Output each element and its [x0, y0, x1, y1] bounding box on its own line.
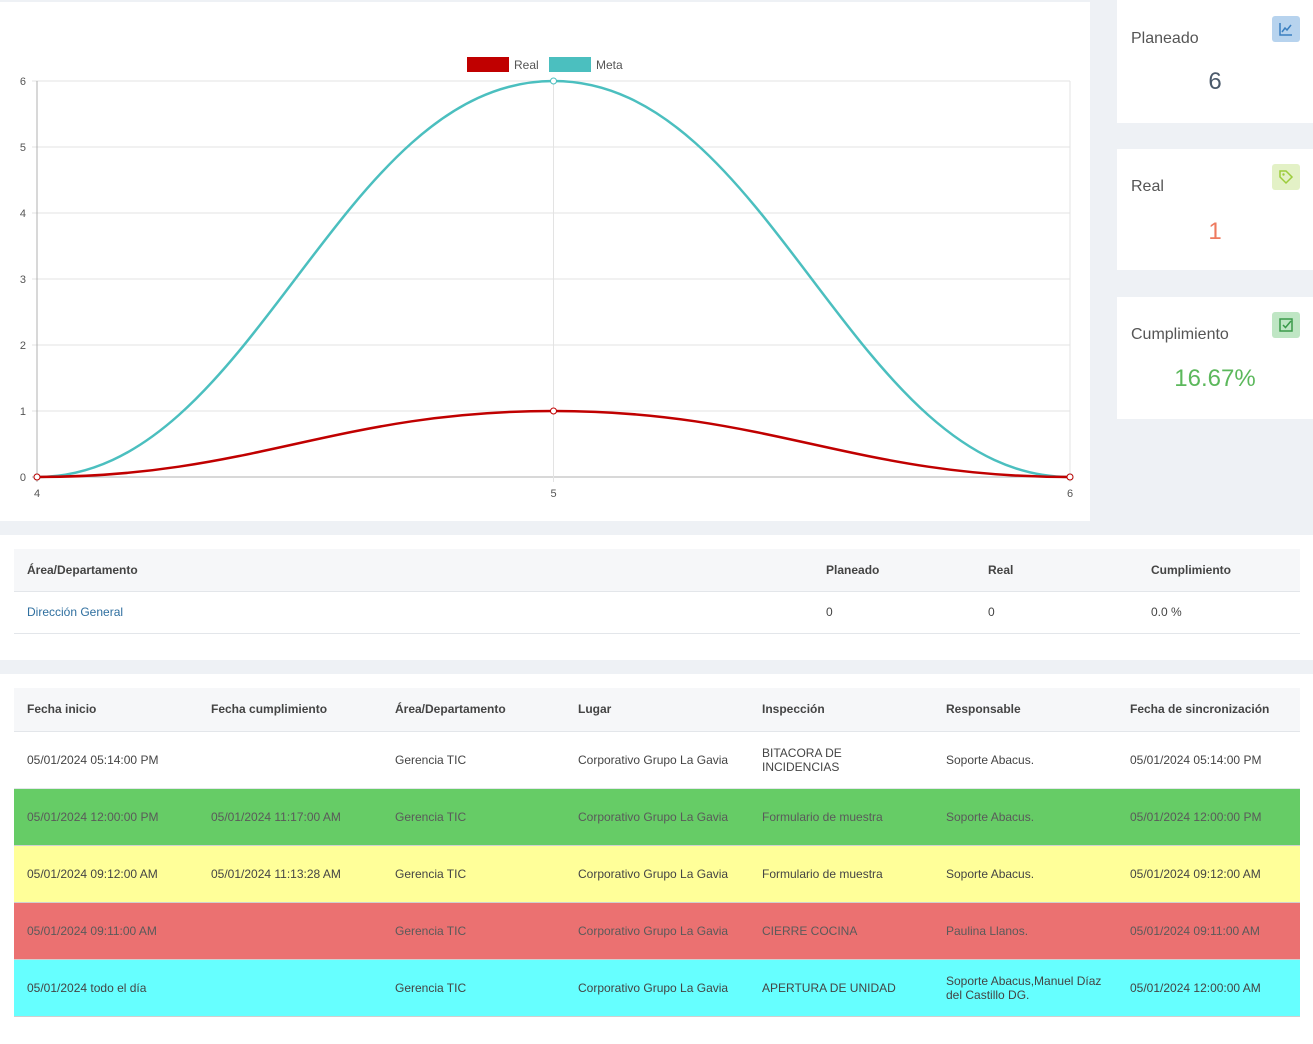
table-cell: Corporativo Grupo La Gavia — [565, 788, 749, 846]
table-cell: Gerencia TIC — [382, 902, 565, 960]
table-row[interactable]: 05/01/2024 05:14:00 PM Gerencia TIC Corp… — [14, 731, 1300, 789]
table-cell: Paulina Llanos. — [933, 902, 1117, 960]
header-start-date[interactable]: Fecha inicio — [14, 688, 198, 732]
y-tick-label: 2 — [20, 340, 26, 352]
table-cell: 05/01/2024 05:14:00 PM — [14, 731, 198, 789]
table-cell: Formulario de muestra — [749, 845, 933, 903]
table-cell: 05/01/2024 todo el día — [14, 959, 198, 1017]
chart-series — [33, 77, 1074, 481]
table-cell: CIERRE COCINA — [749, 902, 933, 960]
table-cell: Gerencia TIC — [382, 788, 565, 846]
chart-grid — [32, 80, 1071, 482]
y-tick-label: 4 — [20, 208, 26, 220]
legend-swatch-real — [467, 57, 509, 72]
table-cell: 05/01/2024 11:13:28 AM — [198, 845, 382, 903]
stat-card-planned: Planeado 6 — [1117, 0, 1313, 123]
table-cell: 05/01/2024 09:11:00 AM — [1117, 902, 1300, 960]
y-tick-label: 3 — [20, 274, 26, 286]
header-place[interactable]: Lugar — [565, 688, 749, 732]
table-cell: Formulario de muestra — [749, 788, 933, 846]
summary-header-area[interactable]: Área/Departamento — [14, 549, 813, 592]
table-cell: 05/01/2024 11:17:00 AM — [198, 788, 382, 846]
area-link[interactable]: Dirección General — [14, 591, 813, 634]
inspections-header-row: Fecha inicio Fecha cumplimiento Área/Dep… — [14, 688, 1300, 732]
table-cell: Gerencia TIC — [382, 959, 565, 1017]
header-completion-date[interactable]: Fecha cumplimiento — [198, 688, 382, 732]
table-row[interactable]: 05/01/2024 09:12:00 AM 05/01/2024 11:13:… — [14, 845, 1300, 903]
table-cell — [198, 902, 382, 960]
table-cell: 05/01/2024 09:11:00 AM — [14, 902, 198, 960]
summary-table: Área/Departamento Planeado Real Cumplimi… — [14, 549, 1300, 634]
table-cell: Soporte Abacus. — [933, 788, 1117, 846]
data-point-real — [33, 473, 41, 481]
chart-card: 0 1 2 3 4 5 6 4 5 6 Real Meta — [0, 2, 1090, 521]
table-row[interactable]: 05/01/2024 09:11:00 AM Gerencia TIC Corp… — [14, 902, 1300, 960]
data-point-meta — [550, 77, 557, 85]
data-point-real — [550, 407, 557, 415]
stat-title-real: Real — [1131, 178, 1164, 195]
stat-title-planned: Planeado — [1131, 30, 1199, 47]
table-cell: Corporativo Grupo La Gavia — [565, 902, 749, 960]
summary-header-planned[interactable]: Planeado — [813, 549, 975, 592]
stat-title-compliance: Cumplimiento — [1131, 326, 1229, 343]
table-cell: 05/01/2024 09:12:00 AM — [1117, 845, 1300, 903]
inspections-table: Fecha inicio Fecha cumplimiento Área/Dep… — [14, 688, 1300, 1017]
table-cell: Gerencia TIC — [382, 845, 565, 903]
summary-panel: Área/Departamento Planeado Real Cumplimi… — [0, 535, 1313, 660]
header-responsible[interactable]: Responsable — [933, 688, 1117, 732]
y-tick-label: 6 — [20, 76, 26, 88]
table-cell — [198, 731, 382, 789]
y-tick-label: 5 — [20, 142, 26, 154]
check-square-icon — [1272, 312, 1300, 338]
tag-icon — [1272, 164, 1300, 190]
chart-legend: Real Meta — [467, 57, 623, 72]
table-cell: 05/01/2024 12:00:00 AM — [1117, 959, 1300, 1017]
x-tick-label: 4 — [34, 488, 40, 500]
legend-label-real: Real — [514, 58, 539, 72]
stat-card-real: Real 1 — [1117, 149, 1313, 270]
y-tick-label: 0 — [20, 472, 26, 484]
table-cell: Soporte Abacus,Manuel Díaz del Castillo … — [933, 959, 1117, 1017]
header-area[interactable]: Área/Departamento — [382, 688, 565, 732]
x-tick-label: 5 — [550, 488, 556, 500]
table-cell: 0.0 % — [1138, 591, 1300, 634]
stat-value-planned: 6 — [1208, 68, 1222, 95]
summary-header-row: Área/Departamento Planeado Real Cumplimi… — [14, 549, 1300, 592]
table-cell: 0 — [975, 591, 1138, 634]
table-cell — [198, 959, 382, 1017]
x-tick-label: 6 — [1067, 488, 1073, 500]
table-cell: 05/01/2024 12:00:00 PM — [1117, 788, 1300, 846]
table-cell: 0 — [813, 591, 975, 634]
table-cell: Soporte Abacus. — [933, 731, 1117, 789]
legend-label-meta: Meta — [596, 58, 623, 72]
table-cell: 05/01/2024 09:12:00 AM — [14, 845, 198, 903]
summary-header-real[interactable]: Real — [975, 549, 1138, 592]
stat-card-compliance: Cumplimiento 16.67% — [1117, 297, 1313, 419]
header-sync-date[interactable]: Fecha de sincronización — [1117, 688, 1300, 732]
table-row[interactable]: 05/01/2024 todo el día Gerencia TIC Corp… — [14, 959, 1300, 1017]
header-inspection[interactable]: Inspección — [749, 688, 933, 732]
table-cell: Corporativo Grupo La Gavia — [565, 845, 749, 903]
table-cell: Soporte Abacus. — [933, 845, 1117, 903]
legend-swatch-meta — [549, 57, 591, 72]
stat-value-real: 1 — [1208, 218, 1222, 245]
inspections-panel: Fecha inicio Fecha cumplimiento Área/Dep… — [0, 674, 1313, 1044]
stat-value-compliance: 16.67% — [1174, 365, 1256, 392]
table-cell: Corporativo Grupo La Gavia — [565, 959, 749, 1017]
data-point-real — [1066, 473, 1074, 481]
table-cell: BITACORA DE INCIDENCIAS — [749, 731, 933, 789]
line-chart: 0 1 2 3 4 5 6 4 5 6 Real Meta — [20, 57, 1074, 500]
table-row: Dirección General 0 0 0.0 % — [14, 591, 1300, 634]
table-row[interactable]: 05/01/2024 12:00:00 PM 05/01/2024 11:17:… — [14, 788, 1300, 846]
y-tick-label: 1 — [20, 406, 26, 418]
chart-axes: 0 1 2 3 4 5 6 4 5 6 — [20, 76, 1073, 500]
summary-header-compliance[interactable]: Cumplimiento — [1138, 549, 1300, 592]
table-cell: 05/01/2024 05:14:00 PM — [1117, 731, 1300, 789]
table-cell: 05/01/2024 12:00:00 PM — [14, 788, 198, 846]
table-cell: Corporativo Grupo La Gavia — [565, 731, 749, 789]
table-cell: APERTURA DE UNIDAD — [749, 959, 933, 1017]
table-cell: Gerencia TIC — [382, 731, 565, 789]
chart-line-icon — [1272, 16, 1300, 42]
